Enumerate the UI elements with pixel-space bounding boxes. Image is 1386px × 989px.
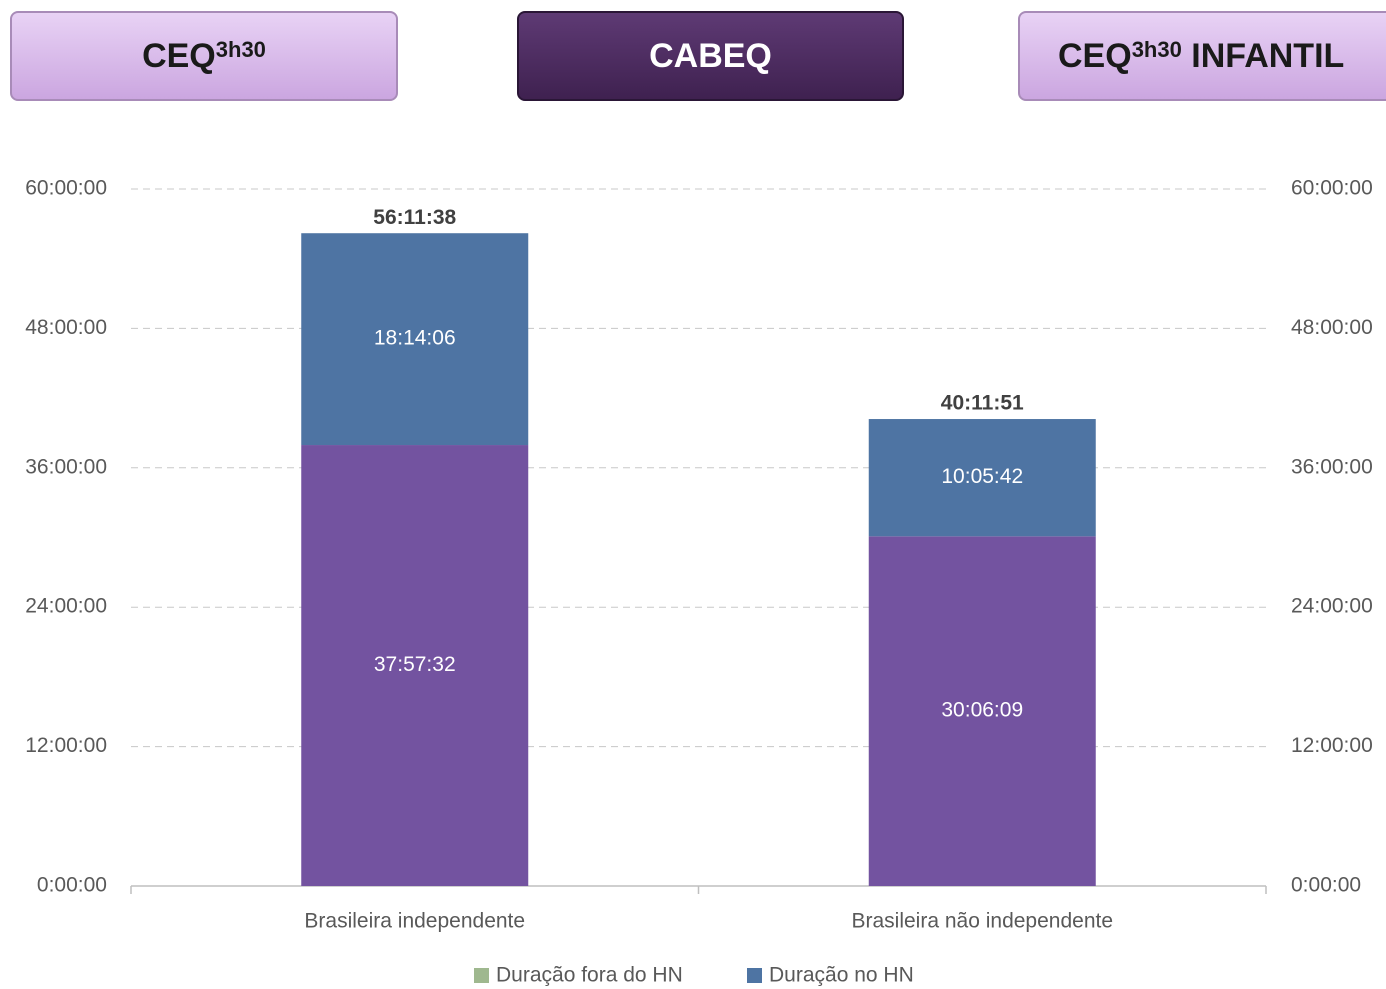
y-tick-label: 48:00:00 — [25, 316, 107, 339]
bar-segment — [301, 445, 529, 886]
y-tick-label: 12:00:00 — [25, 734, 107, 757]
tab-sup: 3h30 — [215, 37, 266, 62]
y-tick-label: 36:00:00 — [25, 455, 107, 478]
y-tick-label: 60:00:00 — [25, 177, 107, 200]
legend-label: Duração fora do HN — [496, 964, 683, 987]
total-label: 40:11:51 — [941, 392, 1024, 415]
tab-ceq-infantil[interactable]: CEQ 3h30 INFANTIL — [1018, 11, 1386, 101]
total-label: 56:11:38 — [373, 206, 456, 229]
y2-tick-label: 24:00:00 — [1291, 595, 1373, 618]
y2-tick-label: 12:00:00 — [1291, 734, 1373, 757]
data-label: 37:57:32 — [374, 653, 456, 676]
y-tick-label: 0:00:00 — [37, 874, 107, 897]
tab-sup: 3h30 — [1131, 37, 1182, 62]
tab-cabeq[interactable]: CABEQ — [517, 11, 904, 101]
tab-label: CABEQ — [649, 36, 772, 75]
bar-segment — [868, 419, 1096, 537]
y2-tick-label: 48:00:00 — [1291, 316, 1373, 339]
x-tick-label: Brasileira não independente — [851, 910, 1113, 933]
y2-tick-label: 36:00:00 — [1291, 455, 1373, 478]
y2-tick-label: 60:00:00 — [1291, 177, 1373, 200]
legend-swatch — [747, 968, 762, 983]
legend-swatch — [474, 968, 489, 983]
bar-segment — [868, 536, 1096, 886]
tab-label: CEQ — [142, 36, 216, 75]
x-tick-label: Brasileira independente — [304, 910, 525, 933]
data-label: 30:06:09 — [941, 699, 1023, 722]
y2-tick-label: 0:00:00 — [1291, 874, 1361, 897]
bar-segment — [301, 233, 529, 446]
tab-suffix: INFANTIL — [1191, 36, 1345, 75]
data-label: 10:05:42 — [941, 465, 1023, 488]
data-label: 18:14:06 — [374, 327, 456, 350]
tab-ceq[interactable]: CEQ 3h30 — [10, 11, 398, 101]
legend-label: Duração no HN — [769, 964, 914, 987]
tab-label: CEQ — [1058, 36, 1132, 75]
y-tick-label: 24:00:00 — [25, 595, 107, 618]
